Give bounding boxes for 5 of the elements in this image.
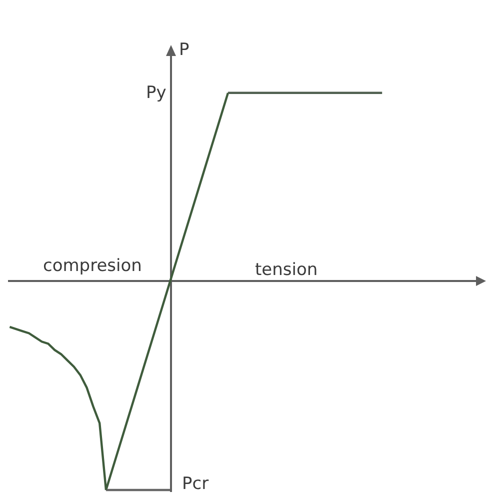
annotation: tension bbox=[255, 260, 318, 280]
annotation: compresion bbox=[43, 256, 142, 276]
annotation: Py bbox=[146, 83, 166, 103]
y-axis-title: P bbox=[179, 40, 190, 60]
annotation: Pcr bbox=[182, 474, 209, 494]
